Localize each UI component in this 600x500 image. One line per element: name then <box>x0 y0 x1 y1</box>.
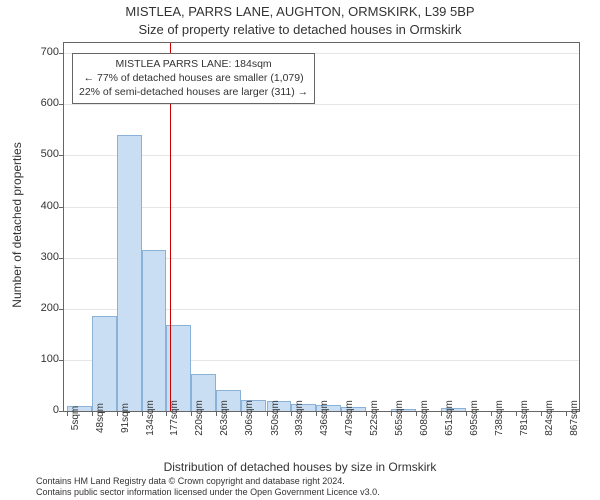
xtick-mark <box>166 411 167 416</box>
ytick-mark <box>59 155 64 156</box>
xtick-mark <box>516 411 517 416</box>
xtick-mark <box>142 411 143 416</box>
xtick-label: 522sqm <box>369 400 380 436</box>
xtick-label: 824sqm <box>544 400 555 436</box>
ytick-mark <box>59 309 64 310</box>
xtick-mark <box>366 411 367 416</box>
ytick-label: 400 <box>29 200 59 212</box>
xtick-mark <box>566 411 567 416</box>
histogram-bar <box>117 135 142 411</box>
xtick-mark <box>216 411 217 416</box>
ytick-mark <box>59 104 64 105</box>
xtick-mark <box>267 411 268 416</box>
ytick-label: 500 <box>29 148 59 160</box>
xtick-label: 436sqm <box>319 400 330 436</box>
plot-area: MISTLEA PARRS LANE: 184sqm← 77% of detac… <box>63 42 580 412</box>
callout-box: MISTLEA PARRS LANE: 184sqm← 77% of detac… <box>72 53 315 104</box>
ytick-label: 700 <box>29 46 59 58</box>
xtick-label: 393sqm <box>294 400 305 436</box>
xtick-label: 781sqm <box>519 400 530 436</box>
ytick-mark <box>59 207 64 208</box>
attribution-line-1: Contains HM Land Registry data © Crown c… <box>36 476 380 487</box>
ytick-mark <box>59 53 64 54</box>
gridline-h <box>64 104 579 105</box>
xtick-mark <box>541 411 542 416</box>
xtick-label: 350sqm <box>270 400 281 436</box>
xtick-label: 48sqm <box>95 403 106 433</box>
xtick-mark <box>67 411 68 416</box>
ytick-mark <box>59 360 64 361</box>
xtick-mark <box>416 411 417 416</box>
x-axis-label: Distribution of detached houses by size … <box>0 460 600 474</box>
xtick-label: 5sqm <box>70 406 81 430</box>
xtick-label: 479sqm <box>344 400 355 436</box>
xtick-label: 263sqm <box>219 400 230 436</box>
ytick-label: 0 <box>29 404 59 416</box>
xtick-label: 306sqm <box>244 400 255 436</box>
xtick-mark <box>291 411 292 416</box>
callout-line-3: 22% of semi-detached houses are larger (… <box>79 85 308 99</box>
xtick-mark <box>316 411 317 416</box>
histogram-bar <box>92 316 117 411</box>
xtick-mark <box>117 411 118 416</box>
chart-title-sub: Size of property relative to detached ho… <box>0 22 600 37</box>
xtick-label: 867sqm <box>569 400 580 436</box>
ytick-mark <box>59 258 64 259</box>
histogram-bar <box>142 250 167 411</box>
xtick-label: 220sqm <box>194 400 205 436</box>
ytick-label: 600 <box>29 97 59 109</box>
xtick-label: 177sqm <box>169 400 180 436</box>
xtick-label: 651sqm <box>444 400 455 436</box>
callout-line-1: MISTLEA PARRS LANE: 184sqm <box>79 57 308 71</box>
xtick-label: 695sqm <box>469 400 480 436</box>
histogram-chart: MISTLEA, PARRS LANE, AUGHTON, ORMSKIRK, … <box>0 0 600 500</box>
xtick-mark <box>441 411 442 416</box>
xtick-label: 565sqm <box>394 400 405 436</box>
chart-title-main: MISTLEA, PARRS LANE, AUGHTON, ORMSKIRK, … <box>0 4 600 19</box>
xtick-label: 738sqm <box>494 400 505 436</box>
xtick-mark <box>466 411 467 416</box>
attribution-text: Contains HM Land Registry data © Crown c… <box>36 476 380 498</box>
xtick-mark <box>92 411 93 416</box>
xtick-label: 608sqm <box>419 400 430 436</box>
xtick-mark <box>341 411 342 416</box>
xtick-mark <box>191 411 192 416</box>
ytick-label: 300 <box>29 251 59 263</box>
ytick-mark <box>59 411 64 412</box>
xtick-mark <box>491 411 492 416</box>
y-axis-label: Number of detached properties <box>10 142 24 307</box>
ytick-label: 100 <box>29 353 59 365</box>
xtick-mark <box>391 411 392 416</box>
xtick-label: 134sqm <box>145 400 156 436</box>
callout-line-2: ← 77% of detached houses are smaller (1,… <box>79 71 308 85</box>
xtick-mark <box>241 411 242 416</box>
ytick-label: 200 <box>29 302 59 314</box>
xtick-label: 91sqm <box>120 403 131 433</box>
attribution-line-2: Contains public sector information licen… <box>36 487 380 498</box>
